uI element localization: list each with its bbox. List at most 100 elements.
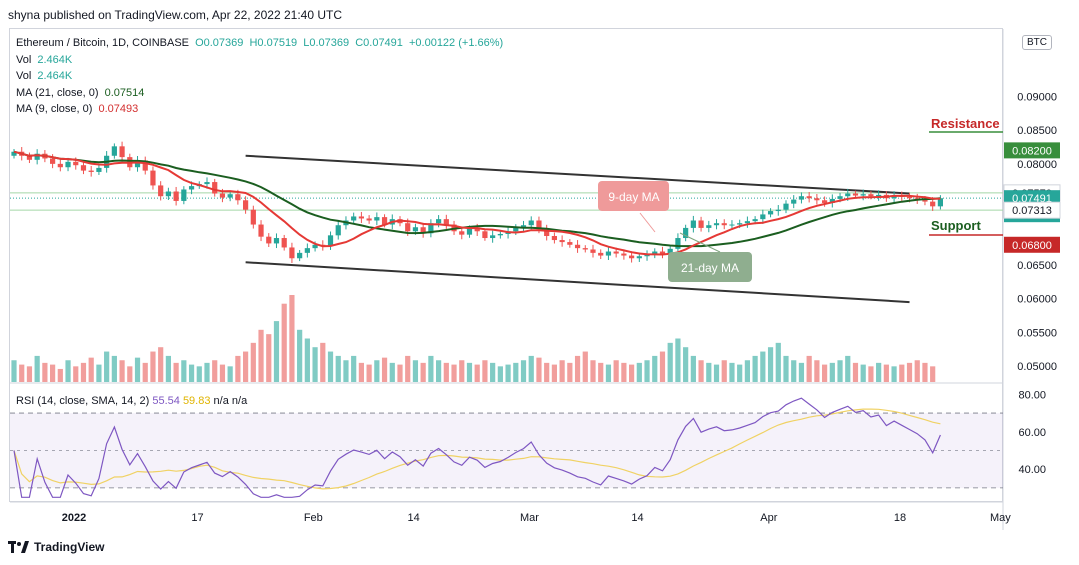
candle-body [721, 223, 727, 226]
candle-body [659, 251, 666, 254]
candle-body [358, 216, 364, 219]
volume-bar [111, 355, 117, 382]
candle-body [791, 199, 797, 204]
volume-bar [212, 360, 218, 382]
volume-bar [845, 355, 851, 382]
candle-body [412, 227, 419, 232]
candle-body [852, 193, 859, 196]
candle-body [119, 146, 125, 158]
rsi-sma-value: 59.83 [182, 395, 211, 407]
candle-body [806, 196, 812, 199]
volume-bar [366, 364, 372, 382]
price-tags: 0.082000.075700.0749102:19:430.073130.06… [1003, 142, 1061, 253]
volume-bar [173, 362, 179, 382]
time-tick-label: Apr [760, 512, 777, 524]
candle-body [636, 256, 642, 259]
candle-body [574, 244, 581, 249]
volume-bar [791, 360, 797, 382]
candle-body [605, 251, 612, 256]
volume-bar [104, 351, 110, 382]
candle-body [335, 225, 341, 236]
volume-bar [420, 362, 426, 382]
rsi-tick-label: 60.00 [1018, 427, 1046, 439]
volume-bar [574, 355, 581, 382]
rsi-legend: RSI (14, close, SMA, 14, 2) 55.54 59.83 … [16, 395, 247, 407]
volume-bar [451, 364, 457, 382]
volume-bar [127, 366, 133, 382]
volume-bar [320, 342, 326, 382]
candle-body [729, 224, 735, 226]
volume-bar [675, 338, 681, 382]
volume-bar [729, 362, 735, 382]
volume-bar [752, 355, 758, 382]
candle-body [598, 252, 604, 256]
vol2-value: 2.464K [37, 70, 73, 82]
volume-bar [96, 364, 102, 382]
price-tick-label: 0.05500 [1017, 327, 1057, 339]
volume-bar [652, 355, 658, 382]
volume-bar [806, 355, 812, 382]
candles [11, 141, 943, 263]
open-value: O0.07369 [195, 37, 244, 49]
volume-bar [11, 360, 17, 382]
candle-body [243, 200, 249, 210]
volume-bar [466, 362, 473, 382]
candle-body [922, 199, 928, 202]
ma21-callout-label: 21-day MA [681, 261, 739, 275]
volume-bar [767, 347, 774, 382]
time-tick-label: 14 [631, 512, 643, 524]
ma21-row: MA (21, close, 0) 0.07514 [16, 85, 506, 102]
volume-bar [775, 342, 781, 382]
tradingview-logo-icon [8, 541, 29, 553]
volume-bar [327, 351, 334, 382]
vol1-label: Vol [16, 53, 32, 66]
currency-badge[interactable]: BTC [1022, 35, 1052, 50]
candle-body [775, 209, 781, 212]
candle-body [536, 220, 542, 230]
candle-body [675, 238, 681, 249]
footer-logo-text: TradingView [34, 540, 105, 554]
low-value: L0.07369 [303, 37, 350, 49]
volume-bar [134, 357, 141, 382]
volume-bar [482, 360, 488, 382]
candle-body [266, 236, 272, 244]
candle-body [497, 233, 503, 236]
candle-body [420, 227, 426, 234]
candle-body [644, 254, 650, 257]
volume-bar [829, 362, 835, 382]
channel-upper-line [245, 154, 910, 195]
candle-body [466, 228, 473, 235]
volume-bar [582, 351, 588, 382]
price-tick-label: 0.08000 [1017, 159, 1057, 171]
volume-bar [312, 347, 318, 382]
price-tag-level: 0.07313 [1003, 201, 1061, 219]
volume-bar [567, 362, 573, 382]
candle-body [374, 217, 380, 221]
candle-body [528, 220, 534, 226]
volume-bar [181, 360, 187, 382]
candle-body [73, 161, 79, 166]
vol1-row: Vol 2.464K [16, 52, 506, 69]
volume-bar [737, 364, 743, 382]
candle-body [544, 229, 550, 237]
price-tick-label: 0.09000 [1017, 91, 1057, 103]
candle-body [258, 224, 264, 237]
candle-body [366, 218, 372, 221]
resistance-annotation: Resistance [929, 116, 1003, 133]
ma21-line [13, 150, 941, 248]
candle-body [690, 220, 696, 228]
volume-bar [760, 351, 766, 382]
symbol-label[interactable]: Ethereum / Bitcoin, 1D, COINBASE [16, 37, 190, 49]
volume-bar [227, 366, 233, 382]
candle-body [513, 227, 519, 232]
candle-body [760, 214, 766, 220]
candle-body [212, 182, 218, 194]
candle-body [906, 196, 913, 199]
volume-bar [351, 355, 357, 382]
time-axis-ticks: 2022 17 Feb 14 Mar 14 Apr 18 May [62, 512, 1012, 524]
footer-brand[interactable]: TradingView [8, 540, 104, 554]
candle-body [26, 155, 33, 160]
volume-bar [713, 364, 720, 382]
candle-body [868, 194, 874, 197]
